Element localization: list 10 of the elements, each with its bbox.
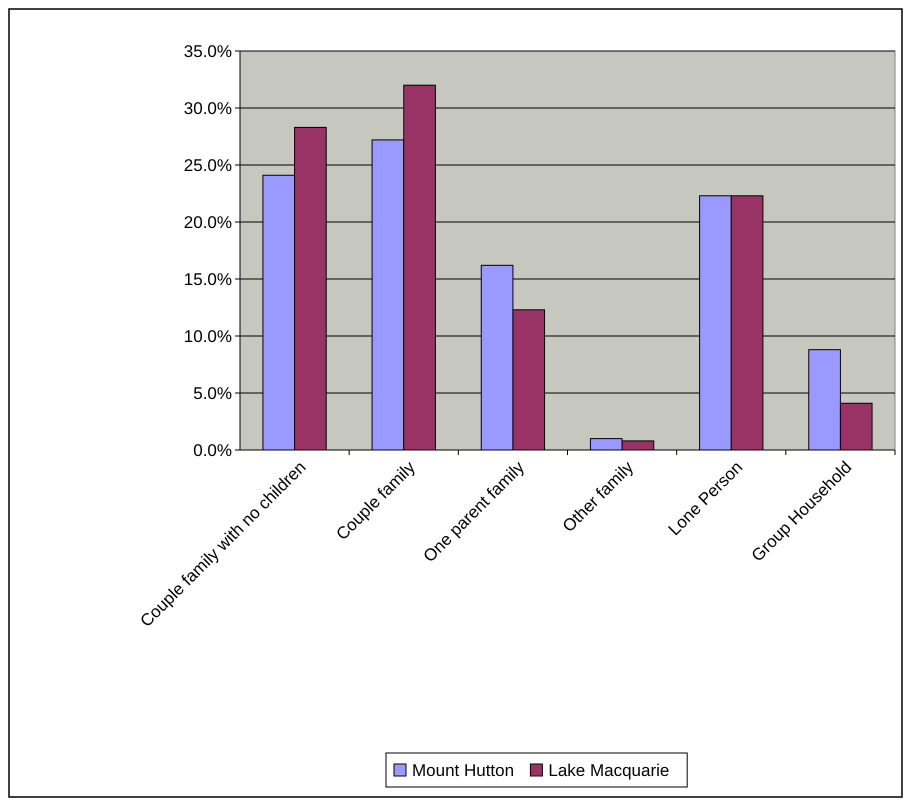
- y-tick-label: 15.0%: [184, 270, 232, 289]
- y-tick-label: 30.0%: [184, 98, 232, 118]
- y-tick-label: 5.0%: [193, 384, 232, 403]
- legend-label: Mount Hutton: [412, 760, 514, 780]
- y-tick-label: 20.0%: [184, 212, 232, 232]
- y-tick-label: 10.0%: [184, 326, 232, 346]
- y-tick-label: 25.0%: [184, 156, 232, 175]
- legend-label: Lake Macquarie: [548, 760, 670, 780]
- y-tick-label: 35.0%: [184, 42, 232, 61]
- y-tick-label: 0.0%: [193, 440, 232, 460]
